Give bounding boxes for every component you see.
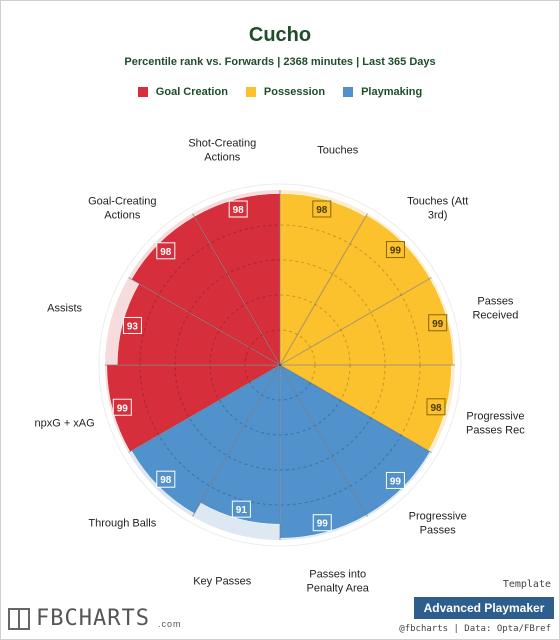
- legend-item-playmaking: Playmaking: [343, 86, 422, 98]
- grid-ring-4: [139, 224, 421, 506]
- logo-suffix: .com: [157, 619, 182, 629]
- value-box-goal-creating-actions: [156, 242, 176, 260]
- legend-swatch-goal-creation: [137, 87, 148, 97]
- category-label-assists: Assists: [47, 302, 82, 314]
- value-label-touches-att-3rd: 99: [390, 246, 402, 257]
- value-label-passes-received: 99: [432, 319, 444, 330]
- category-label-touches: Touches: [317, 145, 358, 157]
- value-box-passes-received: [428, 314, 448, 332]
- category-label-shot-creating-actions: Shot-Creating Actions: [188, 138, 256, 164]
- legend-label-possession: Possession: [263, 86, 326, 98]
- category-label-progressive-passes: Progressive Passes: [409, 511, 467, 537]
- bar-touches: [279, 193, 367, 366]
- legend-label-goal-creation: Goal Creation: [155, 86, 228, 98]
- category-label-through-balls: Through Balls: [88, 518, 156, 530]
- value-box-touches: [312, 200, 332, 218]
- category-label-line: Through Balls: [88, 518, 156, 530]
- value-label-assists: 93: [127, 321, 139, 332]
- category-label-line: Actions: [104, 209, 141, 221]
- value-box-assists: [122, 316, 142, 334]
- bar-shot-creating-actions: [193, 193, 281, 366]
- bar-progressive-passes-rec: [279, 364, 452, 452]
- grid-ring-2: [209, 294, 351, 436]
- spoke-6: [279, 364, 368, 517]
- grid-ring-1: [244, 329, 316, 401]
- category-label-line: npxG + xAG: [34, 418, 94, 430]
- value-label-goal-creating-actions: 98: [160, 247, 172, 258]
- template-label: Template: [502, 579, 551, 590]
- category-label-line: Received: [472, 309, 518, 321]
- template-badge: Advanced Playmaker: [414, 597, 554, 619]
- value-label-progressive-passes: 99: [390, 476, 402, 487]
- category-label-line: Actions: [204, 152, 241, 164]
- chart-title: Cucho: [248, 24, 312, 46]
- bar-passes-received: [279, 278, 454, 366]
- value-box-npxg-xag: [112, 398, 132, 416]
- value-box-key-passes: [231, 500, 251, 518]
- value-box-progressive-passes: [385, 471, 405, 489]
- value-label-npxg-xag: 99: [117, 403, 129, 414]
- category-label-line: Progressive: [409, 511, 467, 523]
- category-label-line: Assists: [47, 302, 82, 314]
- bar-passes-into-penalty-area: [279, 364, 367, 539]
- category-label-progressive-passes-rec: Progressive Passes Rec: [466, 411, 525, 437]
- spoke-12: [192, 213, 281, 366]
- value-box-passes-into-penalty-area: [312, 514, 332, 532]
- legend-item-possession: Possession: [245, 86, 326, 98]
- category-label-line: Passes: [477, 295, 514, 307]
- legend: Goal Creation Possession Playmaking: [0, 86, 560, 98]
- legend-swatch-playmaking: [343, 87, 354, 97]
- spoke-3: [279, 277, 432, 366]
- data-credit: @fbcharts | Data: Opta/FBref: [399, 624, 551, 634]
- value-label-progressive-passes-rec: 98: [430, 403, 442, 414]
- category-label-line: Passes: [420, 525, 457, 537]
- spoke-9: [128, 364, 281, 453]
- legend-item-goal-creation: Goal Creation: [137, 86, 228, 98]
- legend-swatch-possession: [245, 87, 256, 97]
- value-box-touches-att-3rd: [385, 241, 405, 259]
- grid-ring-3: [174, 259, 386, 471]
- category-label-line: Shot-Creating: [188, 138, 256, 150]
- legend-label-playmaking: Playmaking: [361, 86, 423, 98]
- logo-text: FBCHARTS: [36, 606, 150, 631]
- category-label-line: Goal-Creating: [88, 195, 156, 207]
- spoke-11: [128, 277, 281, 366]
- category-label-line: Key Passes: [193, 575, 252, 587]
- category-label-key-passes: Key Passes: [193, 575, 252, 587]
- spoke-2: [279, 213, 368, 366]
- category-label-passes-into-penalty-area: Passes into Penalty Area: [307, 568, 370, 594]
- value-label-passes-into-penalty-area: 99: [317, 519, 329, 530]
- bar-npxg-xag: [106, 364, 281, 452]
- category-label-line: Touches: [317, 145, 358, 157]
- value-label-shot-creating-actions: 98: [233, 205, 245, 216]
- value-label-key-passes: 91: [236, 505, 248, 516]
- value-box-through-balls: [156, 470, 176, 488]
- category-label-touches-att-3rd: Touches (Att 3rd): [407, 195, 468, 221]
- spoke-8: [192, 364, 281, 517]
- bar-assists: [116, 283, 281, 366]
- category-label-line: 3rd): [428, 209, 448, 221]
- category-label-line: Passes Rec: [466, 425, 525, 437]
- value-box-shot-creating-actions: [228, 200, 248, 218]
- category-label-line: Penalty Area: [307, 582, 370, 594]
- value-box-progressive-passes-rec: [426, 398, 446, 416]
- category-label-line: Progressive: [466, 411, 524, 423]
- value-label-through-balls: 98: [160, 475, 172, 486]
- pitch-icon: [8, 607, 30, 630]
- category-label-passes-received: Passes Received: [472, 295, 518, 321]
- category-label-line: Passes into: [309, 568, 366, 580]
- category-label-goal-creating-actions: Goal-Creating Actions: [88, 195, 156, 221]
- chart-subtitle: Percentile rank vs. Forwards | 2368 minu…: [124, 56, 436, 68]
- fbcharts-logo: FBCHARTS .com: [8, 606, 181, 631]
- category-label-npxg-xag: npxG + xAG: [34, 418, 94, 430]
- outer-ring: [98, 183, 462, 547]
- spoke-5: [279, 364, 432, 453]
- value-label-touches: 98: [316, 205, 328, 216]
- category-label-line: Touches (Att: [407, 195, 468, 207]
